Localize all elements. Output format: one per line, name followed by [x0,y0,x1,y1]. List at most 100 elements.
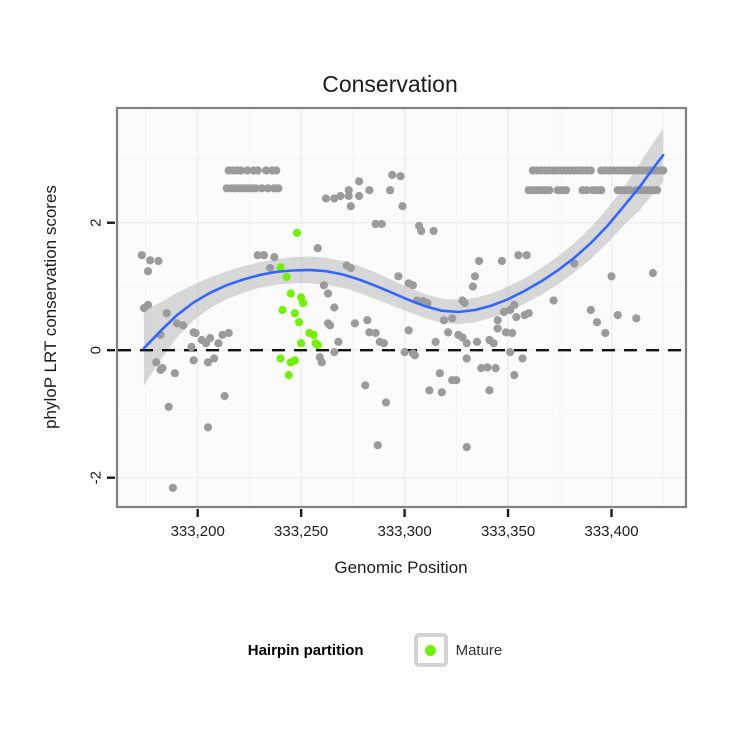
data-point-other [394,272,403,281]
data-point-other [336,191,345,201]
data-point-other [206,334,215,343]
data-point-other [448,314,457,323]
data-point-mature [290,309,299,318]
data-point-other [257,184,266,193]
data-point-other [514,251,523,260]
data-point-other [592,318,602,327]
data-point-other [168,483,177,492]
data-point-other [334,337,343,346]
data-point-other [274,184,283,193]
data-point-mature [309,330,318,339]
data-point-other [363,316,372,325]
data-point-other [158,364,167,373]
data-point-other [435,369,444,378]
x-tick-label: 333,300 [377,523,431,540]
data-point-other [344,186,353,195]
data-point-other [263,184,273,193]
data-point-other [191,328,200,338]
data-point-other [261,166,271,175]
data-point-other [377,219,386,229]
data-point-other [189,356,198,365]
data-point-other [522,251,531,260]
data-point-other [437,388,446,397]
data-point-other [404,326,413,335]
data-point-mature [276,263,285,272]
data-point-other [545,186,554,195]
data-point-other [154,256,163,266]
data-point-other [561,186,571,195]
data-point-other [462,443,471,452]
data-point-other [499,307,508,317]
data-point-other [468,282,477,291]
data-point-other [203,358,213,367]
data-point-other [483,363,492,372]
data-point-mature [292,228,302,237]
data-point-other [187,342,196,352]
data-point-other [431,337,440,346]
data-point-other [137,251,146,260]
data-point-other [330,348,339,357]
data-point-mature [284,371,293,380]
data-point-other [659,166,668,175]
data-point-other [601,328,610,338]
data-point-other [470,272,480,281]
x-tick-label: 333,400 [584,523,638,540]
y-axis-title: phyloP LRT conservation scores [41,185,60,429]
data-point-other [371,219,380,229]
data-point-other [330,303,339,312]
data-point-other [452,376,461,385]
data-point-mature [297,339,306,348]
data-point-other [429,226,438,236]
legend-key [413,633,448,667]
data-point-other [272,166,281,175]
data-point-other [313,244,322,253]
data-point-other [210,354,219,363]
data-point-other [493,324,502,333]
data-point-other [586,166,595,175]
data-point-other [321,194,331,203]
data-point-other [214,339,223,348]
data-point-other [143,300,153,310]
loess-line [142,153,665,350]
data-point-other [518,354,527,363]
data-point-other [408,281,417,290]
data-point-other [319,281,328,290]
data-point-other [317,358,326,367]
data-point-other [365,328,374,337]
data-point-other [355,191,364,201]
y-tick-label: 2 [88,219,105,227]
data-point-other [582,186,591,195]
data-point-other [460,298,469,308]
data-point-other [462,339,471,348]
data-point-other [266,263,275,273]
x-tick-label: 333,250 [274,523,328,540]
x-tick-label: 333,350 [481,523,535,540]
data-point-mature [278,305,287,315]
data-point-other [346,263,355,273]
data-point-other [237,166,246,175]
data-point-other [323,289,333,298]
data-point-other [253,251,262,260]
x-axis-title: Genomic Position [334,558,467,577]
data-point-other [396,172,405,181]
data-point-other [371,328,380,338]
data-point-other [508,328,517,338]
data-point-other [355,177,364,186]
data-point-other [179,321,188,330]
data-point-other [458,333,467,342]
data-point-other [506,348,515,357]
data-point-other [493,316,502,325]
data-point-other [497,256,506,266]
conservation-chart: 333,200 333,250 333,300 333,350 333,40020-2 … [41,71,688,577]
confidence-ribbon [143,128,664,386]
data-point-other [439,316,448,325]
smooth-line [142,153,665,350]
data-point-other [350,319,359,328]
data-point-other [224,328,233,338]
data-point-mature [295,318,304,327]
data-point-other [253,166,262,175]
data-point-other [506,305,515,315]
y-tick-label: -2 [88,471,105,484]
chart-title: Conservation [322,71,458,97]
